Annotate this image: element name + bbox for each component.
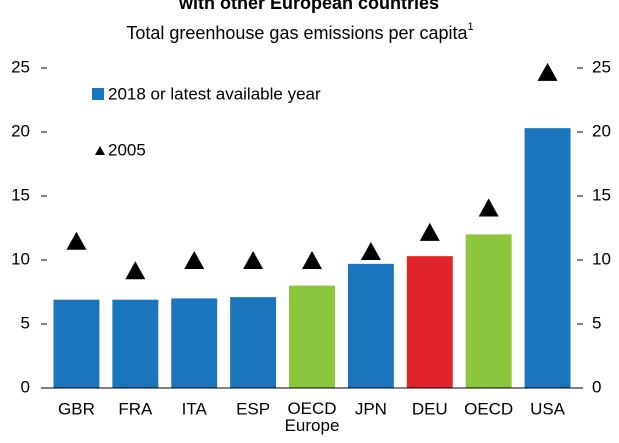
- bar: [347, 263, 394, 388]
- subtitle-note: 1: [468, 21, 474, 33]
- x-tick-label: DEU: [412, 399, 448, 418]
- subtitle-text: Total greenhouse gas emissions per capit…: [126, 23, 468, 43]
- marker: [478, 198, 499, 217]
- bar: [465, 234, 512, 388]
- y-tick-label: 15: [11, 185, 30, 204]
- x-tick-label: ITA: [182, 399, 208, 418]
- y-tick-label: 20: [11, 121, 30, 140]
- x-tick-label: OECD: [464, 399, 513, 418]
- y-tick-label: 5: [21, 313, 30, 332]
- bar: [112, 299, 159, 388]
- y-tick-label: 0: [21, 377, 30, 396]
- marker: [302, 251, 322, 269]
- bar: [524, 128, 571, 388]
- y2-tick-label: 25: [592, 57, 611, 76]
- legend-label: 2005: [108, 140, 146, 159]
- bar: [230, 297, 277, 388]
- marker: [243, 251, 264, 269]
- x-tick-label: USA: [530, 399, 566, 418]
- legend-marker: [95, 146, 105, 155]
- y-tick-label: 10: [11, 249, 30, 268]
- marker: [66, 231, 87, 250]
- chart-title: with other European countries: [178, 0, 439, 13]
- marker: [419, 222, 440, 241]
- x-tick-label-line: OECD: [287, 399, 336, 418]
- y-tick-label: 25: [11, 57, 30, 76]
- y2-tick-label: 20: [592, 121, 611, 140]
- bar: [53, 299, 100, 388]
- y2-tick-label: 15: [592, 185, 611, 204]
- x-tick-label: OECD Europe: [285, 399, 340, 435]
- bar: [406, 256, 453, 388]
- marker: [537, 62, 558, 81]
- bar: [289, 285, 335, 388]
- x-tick-label: FRA: [118, 399, 153, 418]
- marker: [125, 261, 146, 280]
- marker: [360, 242, 381, 261]
- y2-tick-label: 10: [592, 249, 611, 268]
- x-tick-label-line: Europe: [285, 416, 340, 435]
- legend-label: 2018 or latest available year: [108, 84, 321, 103]
- marker: [184, 251, 205, 269]
- legend-swatch: [92, 88, 104, 100]
- y2-tick-label: 5: [592, 313, 601, 332]
- x-tick-label: ESP: [236, 399, 270, 418]
- x-tick-label: JPN: [355, 399, 387, 418]
- chart-subtitle: Total greenhouse gas emissions per capit…: [126, 21, 473, 43]
- y2-tick-label: 0: [592, 377, 601, 396]
- bar: [171, 298, 218, 388]
- x-tick-label: GBR: [58, 399, 95, 418]
